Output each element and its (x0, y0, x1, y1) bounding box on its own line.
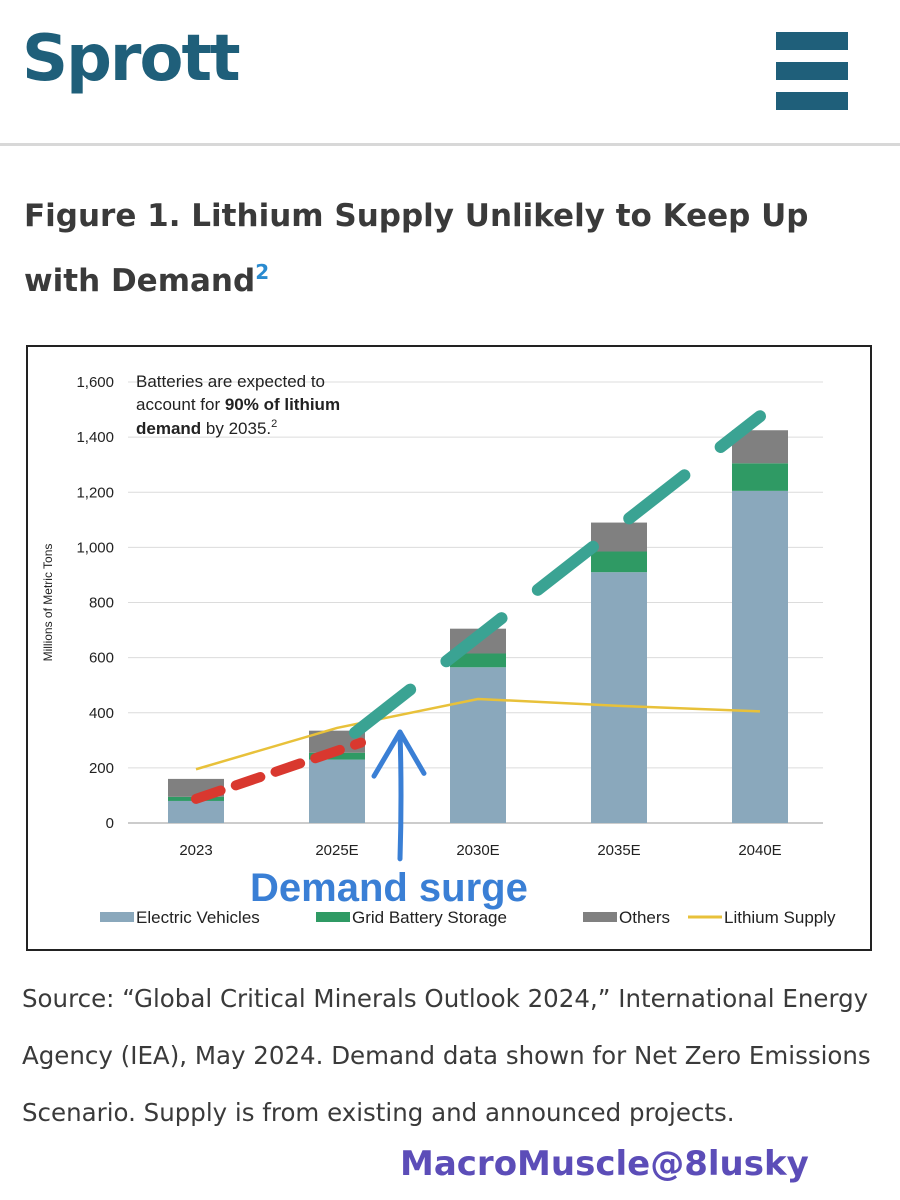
x-tick-label: 2035E (597, 842, 640, 859)
x-tick-label: 2025E (315, 842, 358, 859)
y-tick-label: 1,600 (76, 374, 114, 391)
chart-legend: Electric Vehicles Grid Battery Storage Oth… (100, 908, 836, 927)
bar-segment (450, 667, 506, 823)
y-tick-label: 0 (106, 815, 114, 832)
figure-footnote-link[interactable]: 2 (255, 260, 270, 284)
annotation-superscript: 2 (271, 418, 277, 430)
figure-title: Figure 1. Lithium Supply Unlikely to Kee… (24, 188, 874, 309)
hand-drawn-overlay (191, 410, 766, 862)
watermark: MacroMuscle@8lusky (400, 1144, 809, 1184)
red-dashed-trend (191, 737, 366, 804)
demand-surge-label: Demand surge (250, 866, 528, 910)
y-tick-label: 1,400 (76, 429, 114, 446)
hamburger-menu-icon[interactable] (776, 32, 848, 110)
teal-dashed-trend (349, 410, 766, 739)
annotation-line-2: account for 90% of lithium (136, 395, 340, 414)
y-tick-label: 200 (89, 760, 114, 777)
bar-segment (591, 551, 647, 573)
menu-bar-middle (776, 62, 848, 80)
bar-segment (732, 490, 788, 823)
legend-label: Lithium Supply (724, 908, 836, 927)
sprott-logo[interactable]: Sprott (22, 22, 241, 96)
bar-segment (309, 759, 365, 823)
bar-segment (591, 522, 647, 552)
figure-title-text: Figure 1. Lithium Supply Unlikely to Kee… (24, 198, 809, 299)
up-arrow-head (371, 729, 427, 779)
annotation-line-1: Batteries are expected to (136, 372, 325, 391)
x-axis-ticks: 2023 2025E 2030E 2035E 2040E (179, 842, 781, 859)
y-tick-label: 400 (89, 705, 114, 722)
y-tick-label: 1,000 (76, 539, 114, 556)
y-tick-label: 1,200 (76, 484, 114, 501)
chart-annotation: Batteries are expected to account for 90… (136, 372, 340, 438)
legend-swatch (316, 912, 350, 922)
lithium-supply-line (195, 697, 761, 771)
annotation-line-2-pre: account for (136, 395, 225, 414)
x-tick-label: 2040E (738, 842, 781, 859)
gridlines (128, 381, 823, 824)
chart-frame: 0 200 400 600 800 1,000 1,200 1,400 1,600 Millio… (26, 345, 872, 951)
annotation-line-3: demand by 2035.2 (136, 418, 277, 438)
site-header: Sprott (0, 0, 900, 146)
legend-label: Electric Vehicles (136, 908, 260, 927)
up-arrow-shaft (397, 729, 404, 862)
annotation-line-3-post: by 2035. (201, 419, 271, 438)
y-tick-label: 600 (89, 650, 114, 667)
x-tick-label: 2030E (456, 842, 499, 859)
bar-segment (309, 752, 365, 760)
lithium-chart: 0 200 400 600 800 1,000 1,200 1,400 1,600 Millio… (41, 372, 836, 927)
bar-segment (591, 572, 647, 823)
source-caption: Source: “Global Critical Minerals Outloo… (22, 984, 871, 1127)
annotation-line-3-bold: demand (136, 419, 201, 438)
menu-bar-top (776, 32, 848, 50)
legend-label: Grid Battery Storage (352, 908, 507, 927)
y-axis-ticks: 0 200 400 600 800 1,000 1,200 1,400 1,600 (76, 374, 114, 832)
legend-swatch (100, 912, 134, 922)
y-axis-label: Millions of Metric Tons (41, 544, 55, 662)
y-tick-label: 800 (89, 595, 114, 612)
bar-segment (732, 463, 788, 491)
legend-label: Others (619, 908, 670, 927)
legend-swatch (583, 912, 617, 922)
bar-segment (450, 653, 506, 668)
menu-bar-bottom (776, 92, 848, 110)
stacked-bars (168, 430, 788, 823)
bar-segment (168, 800, 224, 823)
annotation-line-2-bold: 90% of lithium (225, 395, 340, 414)
x-tick-label: 2023 (179, 842, 212, 859)
